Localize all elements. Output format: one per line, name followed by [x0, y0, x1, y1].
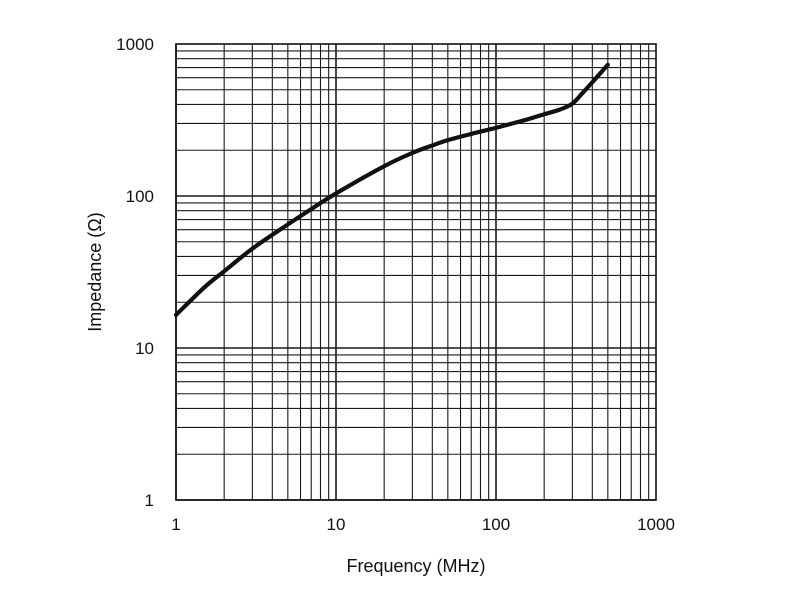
y-tick-labels: 1 10 100 1000 [116, 35, 154, 510]
impedance-curve [173, 62, 610, 318]
x-tick-label: 10 [327, 515, 346, 534]
minor-gridlines [176, 44, 656, 500]
y-tick-label: 1 [145, 491, 154, 510]
x-tick-label: 100 [482, 515, 510, 534]
series-layer [173, 62, 610, 318]
x-tick-labels: 1 10 100 1000 [171, 515, 675, 534]
major-gridlines [175, 44, 656, 501]
y-tick-label: 100 [126, 187, 154, 206]
x-tick-label: 1 [171, 515, 180, 534]
y-tick-label: 10 [135, 339, 154, 358]
y-axis-title: Impedance (Ω) [85, 212, 105, 332]
y-tick-label: 1000 [116, 35, 154, 54]
x-axis-title: Frequency (MHz) [346, 556, 485, 576]
plot-frame [175, 43, 657, 501]
x-tick-label: 1000 [637, 515, 675, 534]
